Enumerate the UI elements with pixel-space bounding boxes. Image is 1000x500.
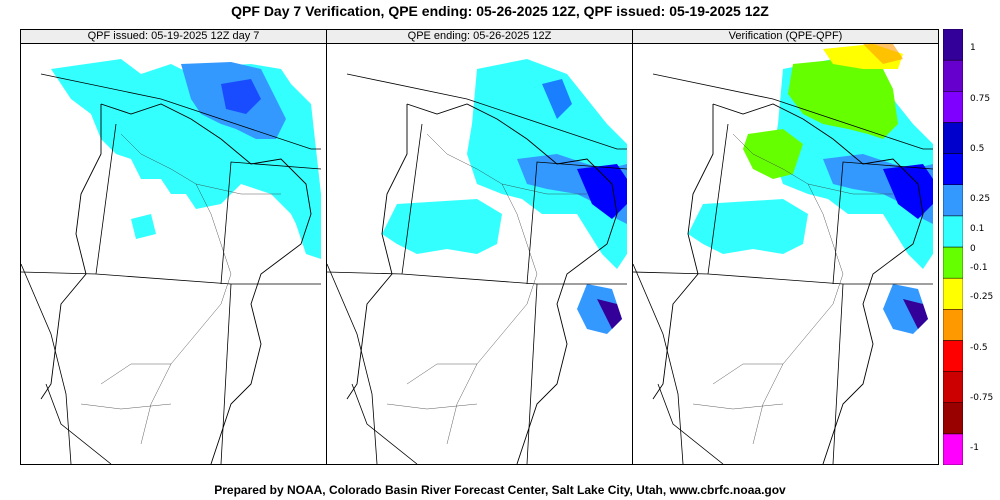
colorbar-tick-label: 0.5 xyxy=(970,144,985,154)
colorbar-swatch xyxy=(943,153,963,185)
colorbar-tick-label: 0 xyxy=(970,244,976,254)
verification-map xyxy=(633,44,934,464)
colorbar-tick-label: 0.25 xyxy=(970,194,991,204)
panel-header-verification: Verification (QPE-QPF) xyxy=(633,30,938,44)
panel-header-qpf: QPF issued: 05-19-2025 12Z day 7 xyxy=(21,30,326,44)
colorbar-swatch xyxy=(943,215,963,248)
precip-field xyxy=(688,44,933,334)
colorbar-swatch xyxy=(943,122,963,154)
colorbar-tick-label: 0.75 xyxy=(970,94,991,104)
colorbar-tick-label: 1 xyxy=(970,43,976,53)
qpe-map xyxy=(327,59,628,464)
precip-field xyxy=(382,59,627,334)
colorbar-swatch xyxy=(943,371,963,403)
colorbar-swatch xyxy=(943,340,963,372)
colorbar-swatch xyxy=(943,309,963,341)
colorbar-tick-label: -0.75 xyxy=(970,393,994,403)
precip-field xyxy=(51,59,321,259)
colorbar-tick-label: -0.5 xyxy=(970,343,988,353)
colorbar-tick-label: -1 xyxy=(970,443,979,453)
colorbar-swatch xyxy=(943,277,963,310)
colorbar-swatch xyxy=(943,29,963,61)
colorbar-swatch xyxy=(943,246,963,279)
footer-credit: Prepared by NOAA, Colorado Basin River F… xyxy=(214,483,786,497)
panel-header-qpe: QPE ending: 05-26-2025 12Z xyxy=(327,30,632,44)
qpf-map-panel: QPF issued: 05-19-2025 12Z day 7 xyxy=(20,29,327,465)
colorbar-swatch xyxy=(943,184,963,217)
colorbar xyxy=(943,29,963,465)
colorbar-tick-label: 0.1 xyxy=(970,224,985,234)
colorbar-tick-label: -0.25 xyxy=(970,292,994,302)
colorbar-swatch xyxy=(943,402,963,435)
colorbar-swatch xyxy=(943,59,963,92)
page-title: QPF Day 7 Verification, QPE ending: 05-2… xyxy=(231,3,769,19)
colorbar-swatch xyxy=(943,91,963,123)
colorbar-tick-label: -0.1 xyxy=(970,263,988,273)
qpf-map xyxy=(21,59,322,464)
verification-map-panel: Verification (QPE-QPF) xyxy=(632,29,939,465)
qpe-map-panel: QPE ending: 05-26-2025 12Z xyxy=(326,29,633,465)
colorbar-swatch xyxy=(943,433,963,465)
